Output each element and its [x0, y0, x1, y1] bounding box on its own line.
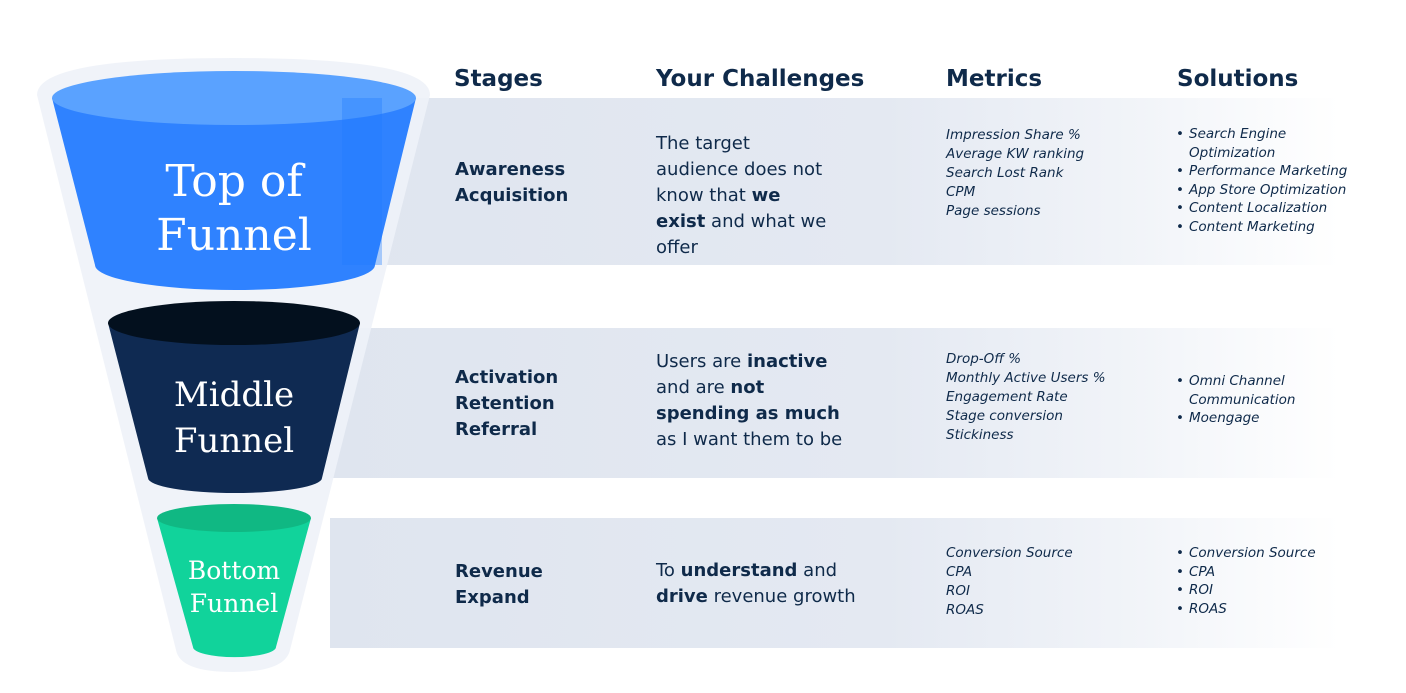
stage-name: Acquisition	[455, 185, 569, 206]
challenge-text: Users are	[656, 351, 747, 372]
funnel-middle-rim	[108, 301, 360, 345]
funnel-label-top: Top of Funnel	[134, 155, 334, 263]
funnel-bottom-rim	[157, 504, 311, 532]
metric-item: Drop-Off %	[946, 351, 1022, 367]
funnel-label-line: Bottom	[187, 556, 281, 585]
solutions: Omni Channel CommunicationMoengage	[1176, 372, 1349, 428]
solution-item: Performance Marketing	[1176, 162, 1349, 181]
solutions: Search Engine OptimizationPerformance Ma…	[1176, 125, 1349, 236]
funnel-label-line: Funnel	[156, 210, 312, 261]
solution-item: App Store Optimization	[1176, 181, 1349, 200]
challenge-text: The target audience does not know that	[656, 133, 823, 206]
metrics: Drop-Off % Monthly Active Users % Engageme…	[946, 350, 1106, 445]
challenge: To understand and drive revenue growth	[656, 558, 856, 610]
metric-item: Search Lost Rank	[946, 165, 1064, 181]
metric-item: CPM	[946, 184, 976, 200]
funnel-middle-body	[108, 323, 360, 493]
solution-item: Conversion Source	[1176, 544, 1349, 563]
challenge-emphasis: we exist	[656, 185, 781, 232]
metrics: Impression Share % Average KW ranking Sear…	[946, 126, 1084, 221]
solution-item: Content Localization	[1176, 199, 1349, 218]
stage-name: Retention	[455, 393, 555, 414]
challenge-text: and	[797, 560, 838, 581]
challenge-emphasis: not spending as much	[656, 377, 840, 424]
solution-item: Omni Channel Communication	[1176, 372, 1349, 409]
funnel-label-bottom: Bottom Funnel	[134, 554, 334, 620]
funnel-top-body	[52, 98, 416, 290]
metric-item: Average KW ranking	[946, 146, 1085, 162]
stage-name: Awareness	[455, 159, 566, 180]
stages: Activation Retention Referral	[455, 365, 558, 443]
row-band-bottom	[330, 518, 1340, 648]
solution-item: ROAS	[1176, 600, 1349, 619]
metric-item: Impression Share %	[946, 127, 1081, 143]
solution-item: Search Engine Optimization	[1176, 125, 1349, 162]
challenge: The target audience does not know that w…	[656, 131, 831, 261]
stage-name: Revenue	[455, 561, 543, 582]
challenge-text: To	[656, 560, 681, 581]
metric-item: Engagement Rate	[946, 389, 1068, 405]
metric-item: Stickiness	[946, 427, 1014, 443]
funnel-label-line: Funnel	[189, 589, 279, 618]
header-stages: Stages	[454, 66, 543, 92]
stage-name: Referral	[455, 419, 538, 440]
stage-name: Activation	[455, 367, 559, 388]
metric-item: Conversion Source	[946, 545, 1073, 561]
header-challenges: Your Challenges	[656, 66, 865, 92]
metrics: Conversion Source CPA ROI ROAS	[946, 544, 1073, 620]
solution-item: Content Marketing	[1176, 218, 1349, 237]
funnel-label-line: Funnel	[173, 421, 295, 461]
row-band-top	[330, 98, 1340, 265]
solution-item: Moengage	[1176, 409, 1349, 428]
stage-name: Expand	[455, 587, 530, 608]
metric-item: Page sessions	[946, 203, 1041, 219]
header-metrics: Metrics	[946, 66, 1043, 92]
challenge-text: and are	[656, 377, 731, 398]
metric-item: Monthly Active Users %	[946, 370, 1106, 386]
funnel-label-line: Top of	[165, 156, 303, 207]
funnel-label-middle: Middle Funnel	[134, 372, 334, 464]
stages: Revenue Expand	[455, 559, 543, 611]
metric-item: ROI	[946, 583, 970, 599]
solution-item: ROI	[1176, 581, 1349, 600]
metric-item: CPA	[946, 564, 973, 580]
stages: Awareness Acquisition	[455, 157, 568, 209]
funnel-label-line: Middle	[173, 375, 295, 415]
challenge-text: as I want them to be	[656, 429, 843, 450]
funnel-top-rim	[52, 71, 416, 125]
metric-item: ROAS	[946, 602, 984, 618]
funnel-bottom-body	[157, 518, 311, 658]
challenge-emphasis: understand	[680, 560, 798, 581]
header-solutions: Solutions	[1177, 66, 1299, 92]
row-band-middle	[330, 328, 1340, 478]
challenge-emphasis: inactive	[746, 351, 828, 372]
funnel-graphic	[37, 58, 430, 672]
challenge-text: revenue growth	[707, 586, 856, 607]
challenge-text: and what we offer	[656, 211, 827, 258]
challenge: Users are inactive and are not spending …	[656, 349, 851, 453]
metric-item: Stage conversion	[946, 408, 1063, 424]
challenge-emphasis: drive	[656, 586, 708, 607]
solution-item: CPA	[1176, 563, 1349, 582]
